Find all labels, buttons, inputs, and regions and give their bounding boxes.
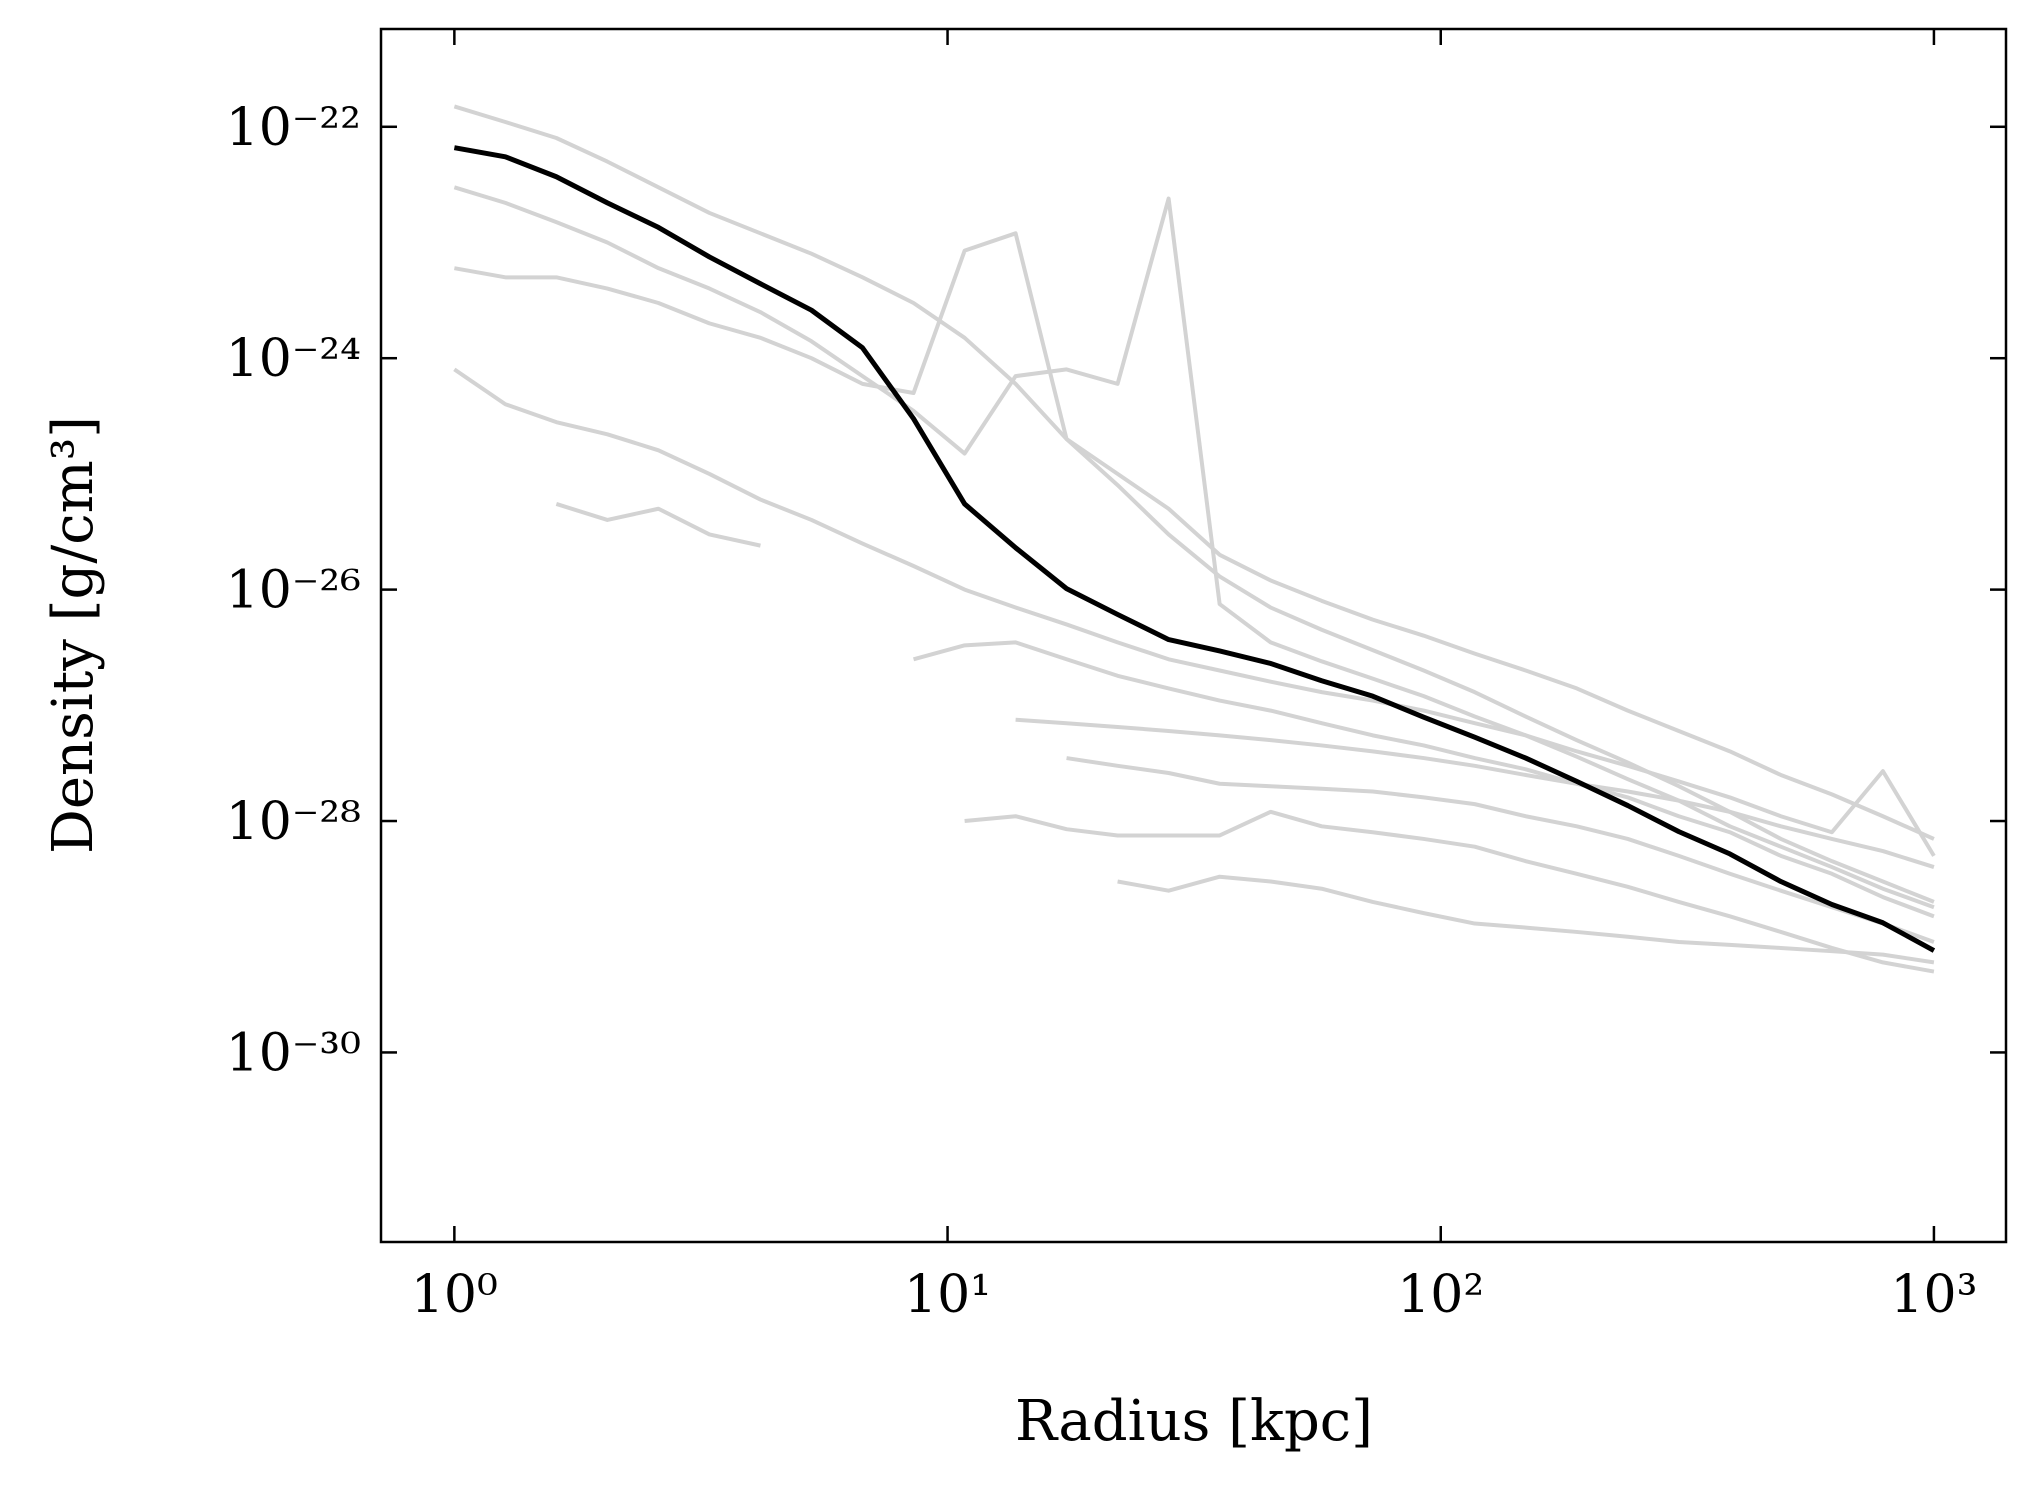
data-line (555, 502, 761, 548)
y-tick-label: 10⁻²² (226, 98, 361, 158)
x-axis-label: Radius [kpc] (1015, 1389, 1373, 1454)
plot-frame (379, 27, 2008, 1244)
y-tick-label: 10⁻²⁴ (226, 329, 361, 389)
data-line (453, 145, 1936, 953)
data-line (453, 367, 1936, 857)
data-line (454, 231, 1935, 841)
y-tick-label: 10⁻³⁰ (226, 1023, 361, 1083)
data-line (453, 185, 1935, 910)
y-axis-label: Density [g/cm³] (41, 416, 106, 854)
data-line (1117, 874, 1935, 965)
data-line (964, 809, 1935, 974)
data-line (1015, 717, 1935, 869)
data-line (453, 104, 1935, 904)
x-tick-label: 10³ (1890, 1265, 1977, 1325)
x-tick-label: 10¹ (904, 1265, 991, 1325)
x-tick-label: 10⁰ (411, 1265, 498, 1325)
data-line (913, 640, 1935, 919)
y-tick-label: 10⁻²⁶ (226, 561, 361, 621)
y-tick-label: 10⁻²⁸ (226, 792, 361, 852)
data-line (1066, 756, 1935, 944)
x-tick-label: 10² (1397, 1265, 1484, 1325)
